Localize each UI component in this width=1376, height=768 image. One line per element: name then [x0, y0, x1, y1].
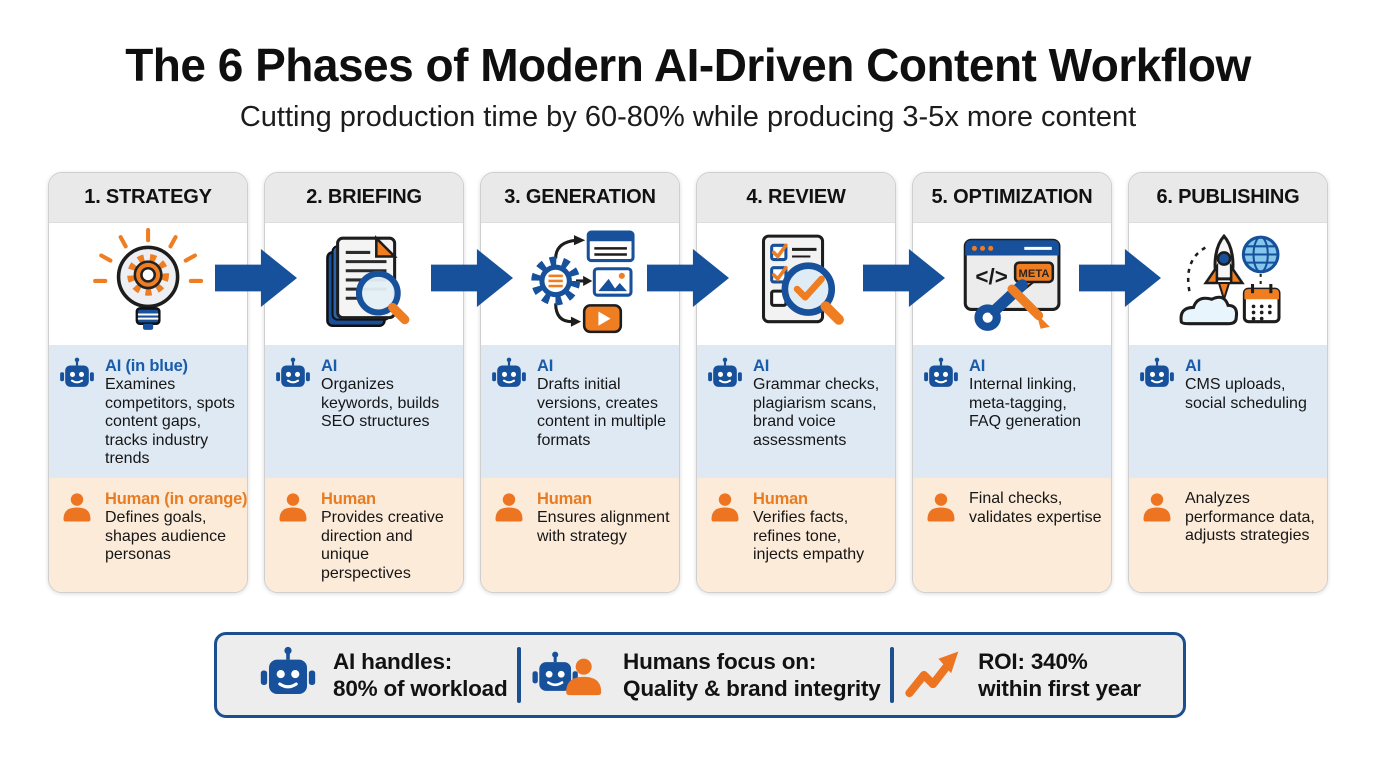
trend-up-arrow-icon [904, 646, 962, 704]
phase-icon-area: </> META [913, 223, 1111, 345]
phase-header: 2. BRIEFING [265, 173, 463, 223]
summary-bar: AI handles: 80% of workload Humans focus… [214, 632, 1186, 718]
ai-label: AI [1185, 357, 1202, 375]
robot-icon [923, 357, 959, 393]
phase-header: 5. OPTIMIZATION [913, 173, 1111, 223]
robot-icon [259, 646, 317, 704]
documents-magnifier-icon [326, 235, 410, 328]
human-label: Human [321, 490, 376, 508]
human-description: Verifies facts, refines tone, injects em… [753, 509, 865, 564]
phase-card-generation: 3. GENERATION [480, 172, 680, 593]
human-section: Final checks, validates expertise [913, 478, 1111, 592]
person-icon [707, 490, 743, 526]
human-section: Human Ensures alignment with strategy [481, 478, 679, 592]
phase-icon-area [49, 223, 247, 345]
robot-icon [491, 357, 527, 393]
summary-humans-title: Humans focus on: [623, 648, 817, 674]
summary-ai-value: 80% of workload [333, 676, 508, 701]
human-label: Human [753, 490, 808, 508]
ai-description: CMS uploads, social scheduling [1185, 376, 1307, 412]
person-icon [1139, 490, 1175, 526]
human-label: Human [537, 490, 592, 508]
phase-icon-area [481, 223, 679, 345]
robot-icon [275, 357, 311, 393]
lightbulb-gear-icon [93, 228, 203, 330]
ai-description: Internal linking, meta-tagging, FAQ gene… [969, 376, 1082, 431]
ai-description: Examines competitors, spots content gaps… [105, 376, 235, 468]
human-description: Final checks, validates expertise [969, 490, 1102, 526]
phase-header: 3. GENERATION [481, 173, 679, 223]
phase-header: 1. STRATEGY [49, 173, 247, 223]
ai-section: AI Drafts initial versions, creates cont… [481, 345, 679, 478]
robot-icon [707, 357, 743, 393]
divider [517, 647, 522, 703]
phase-header: 4. REVIEW [697, 173, 895, 223]
ai-description: Grammar checks, plagiarism scans, brand … [753, 376, 880, 449]
meta-tag-label: META [1018, 268, 1049, 280]
human-description: Ensures alignment with strategy [537, 509, 670, 545]
summary-roi-value: within first year [978, 676, 1141, 701]
robot-person-icon [531, 650, 602, 696]
robot-icon [1139, 357, 1175, 393]
phase-card-publishing: 6. PUBLISHING [1128, 172, 1328, 593]
person-icon [59, 490, 95, 526]
human-description: Defines goals, shapes audience personas [105, 509, 226, 564]
phase-card-optimization: 5. OPTIMIZATION </> META AI Interna [912, 172, 1112, 593]
summary-humans-value: Quality & brand integrity [623, 676, 881, 701]
phase-header: 6. PUBLISHING [1129, 173, 1327, 223]
summary-item-ai: AI handles: 80% of workload [259, 646, 508, 704]
phase-icon-area [1129, 223, 1327, 345]
ai-label: AI [321, 357, 338, 375]
divider [890, 647, 895, 703]
checklist-magnifier-icon [761, 234, 844, 325]
ai-section: AI (in blue) Examines competitors, spots… [49, 345, 247, 478]
ai-description: Organizes keywords, builds SEO structure… [321, 376, 440, 431]
phase-card-review: 4. REVIEW AI Grammar che [696, 172, 896, 593]
gear-multiformat-icon [531, 230, 635, 334]
human-description: Analyzes performance data, adjusts strat… [1185, 490, 1315, 545]
summary-item-roi: ROI: 340% within first year [904, 646, 1141, 704]
phase-card-strategy: 1. STRATEGY AI [48, 172, 248, 593]
ai-label: AI [753, 357, 770, 375]
ai-section: AI CMS uploads, social scheduling [1129, 345, 1327, 478]
ai-section: AI Organizes keywords, builds SEO struct… [265, 345, 463, 478]
summary-item-humans: Humans focus on: Quality & brand integri… [531, 646, 881, 704]
ai-label: AI [969, 357, 986, 375]
ai-section: AI Grammar checks, plagiarism scans, bra… [697, 345, 895, 478]
page-title: The 6 Phases of Modern AI-Driven Content… [125, 39, 1251, 91]
phase-card-briefing: 2. BRIEFING AI Organizes keywords, b [264, 172, 464, 593]
human-section: Human Verifies facts, refines tone, inje… [697, 478, 895, 592]
human-section: Human (in orange) Defines goals, shapes … [49, 478, 247, 592]
ai-label: AI [537, 357, 554, 375]
phases-row: 1. STRATEGY AI [48, 172, 1328, 593]
human-description: Provides creative direction and unique p… [321, 509, 444, 582]
person-icon [275, 490, 311, 526]
rocket-launch-icon [1179, 233, 1281, 326]
ai-section: AI Internal linking, meta-tagging, FAQ g… [913, 345, 1111, 478]
summary-roi-title: ROI: 340% [978, 648, 1088, 674]
svg-text:</>: </> [975, 264, 1007, 289]
human-section: Analyzes performance data, adjusts strat… [1129, 478, 1327, 592]
phase-icon-area [697, 223, 895, 345]
ai-label: AI (in blue) [105, 357, 188, 375]
summary-ai-title: AI handles: [333, 648, 453, 674]
robot-icon [59, 357, 95, 393]
person-icon [491, 490, 527, 526]
page-subtitle: Cutting production time by 60-80% while … [239, 101, 1137, 133]
phase-icon-area [265, 223, 463, 345]
ai-description: Drafts initial versions, creates content… [537, 376, 666, 449]
browser-tools-meta-icon: </> META [963, 238, 1061, 331]
person-icon [923, 490, 959, 526]
human-label: Human (in orange) [105, 490, 248, 508]
human-section: Human Provides creative direction and un… [265, 478, 463, 592]
